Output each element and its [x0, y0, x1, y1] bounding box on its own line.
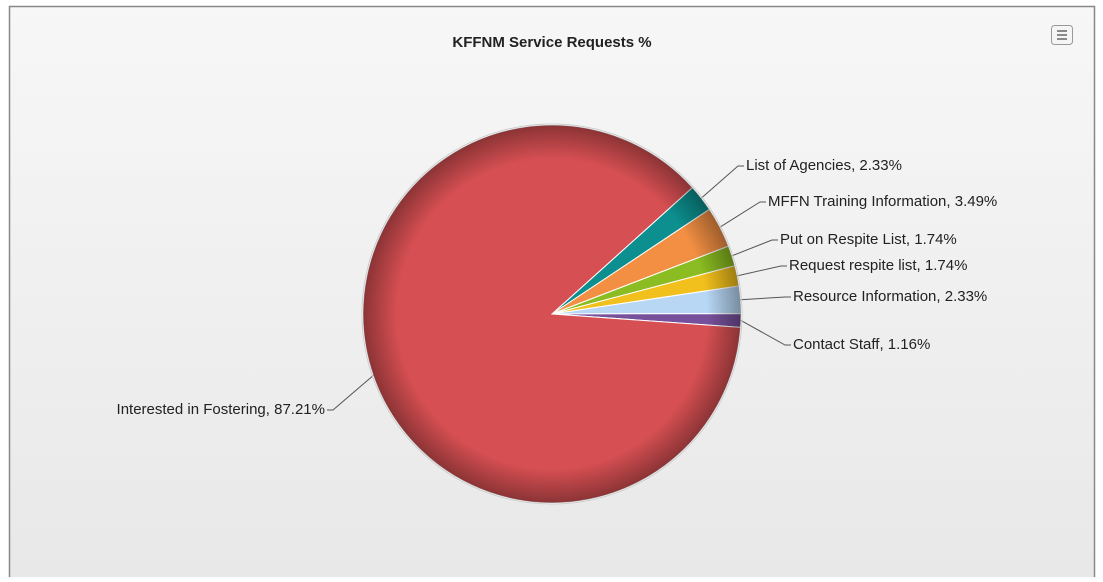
data-label: Put on Respite List, 1.74% [780, 231, 957, 248]
data-label: Contact Staff, 1.16% [793, 336, 930, 353]
data-label: Resource Information, 2.33% [793, 288, 987, 305]
label-connector [740, 296, 791, 301]
data-label: MFFN Training Information, 3.49% [768, 193, 997, 210]
chart-title: KFFNM Service Requests % [452, 34, 651, 51]
label-connector [731, 239, 778, 257]
label-connector [736, 265, 787, 277]
data-label: Request respite list, 1.74% [789, 257, 967, 274]
data-label: List of Agencies, 2.33% [746, 157, 902, 174]
data-label: Interested in Fostering, 87.21% [117, 401, 325, 418]
pie-outline [361, 123, 743, 505]
menu-icon[interactable] [1057, 30, 1067, 40]
label-connector [327, 375, 374, 411]
menu-button[interactable] [1051, 25, 1073, 45]
label-connector [740, 320, 791, 346]
